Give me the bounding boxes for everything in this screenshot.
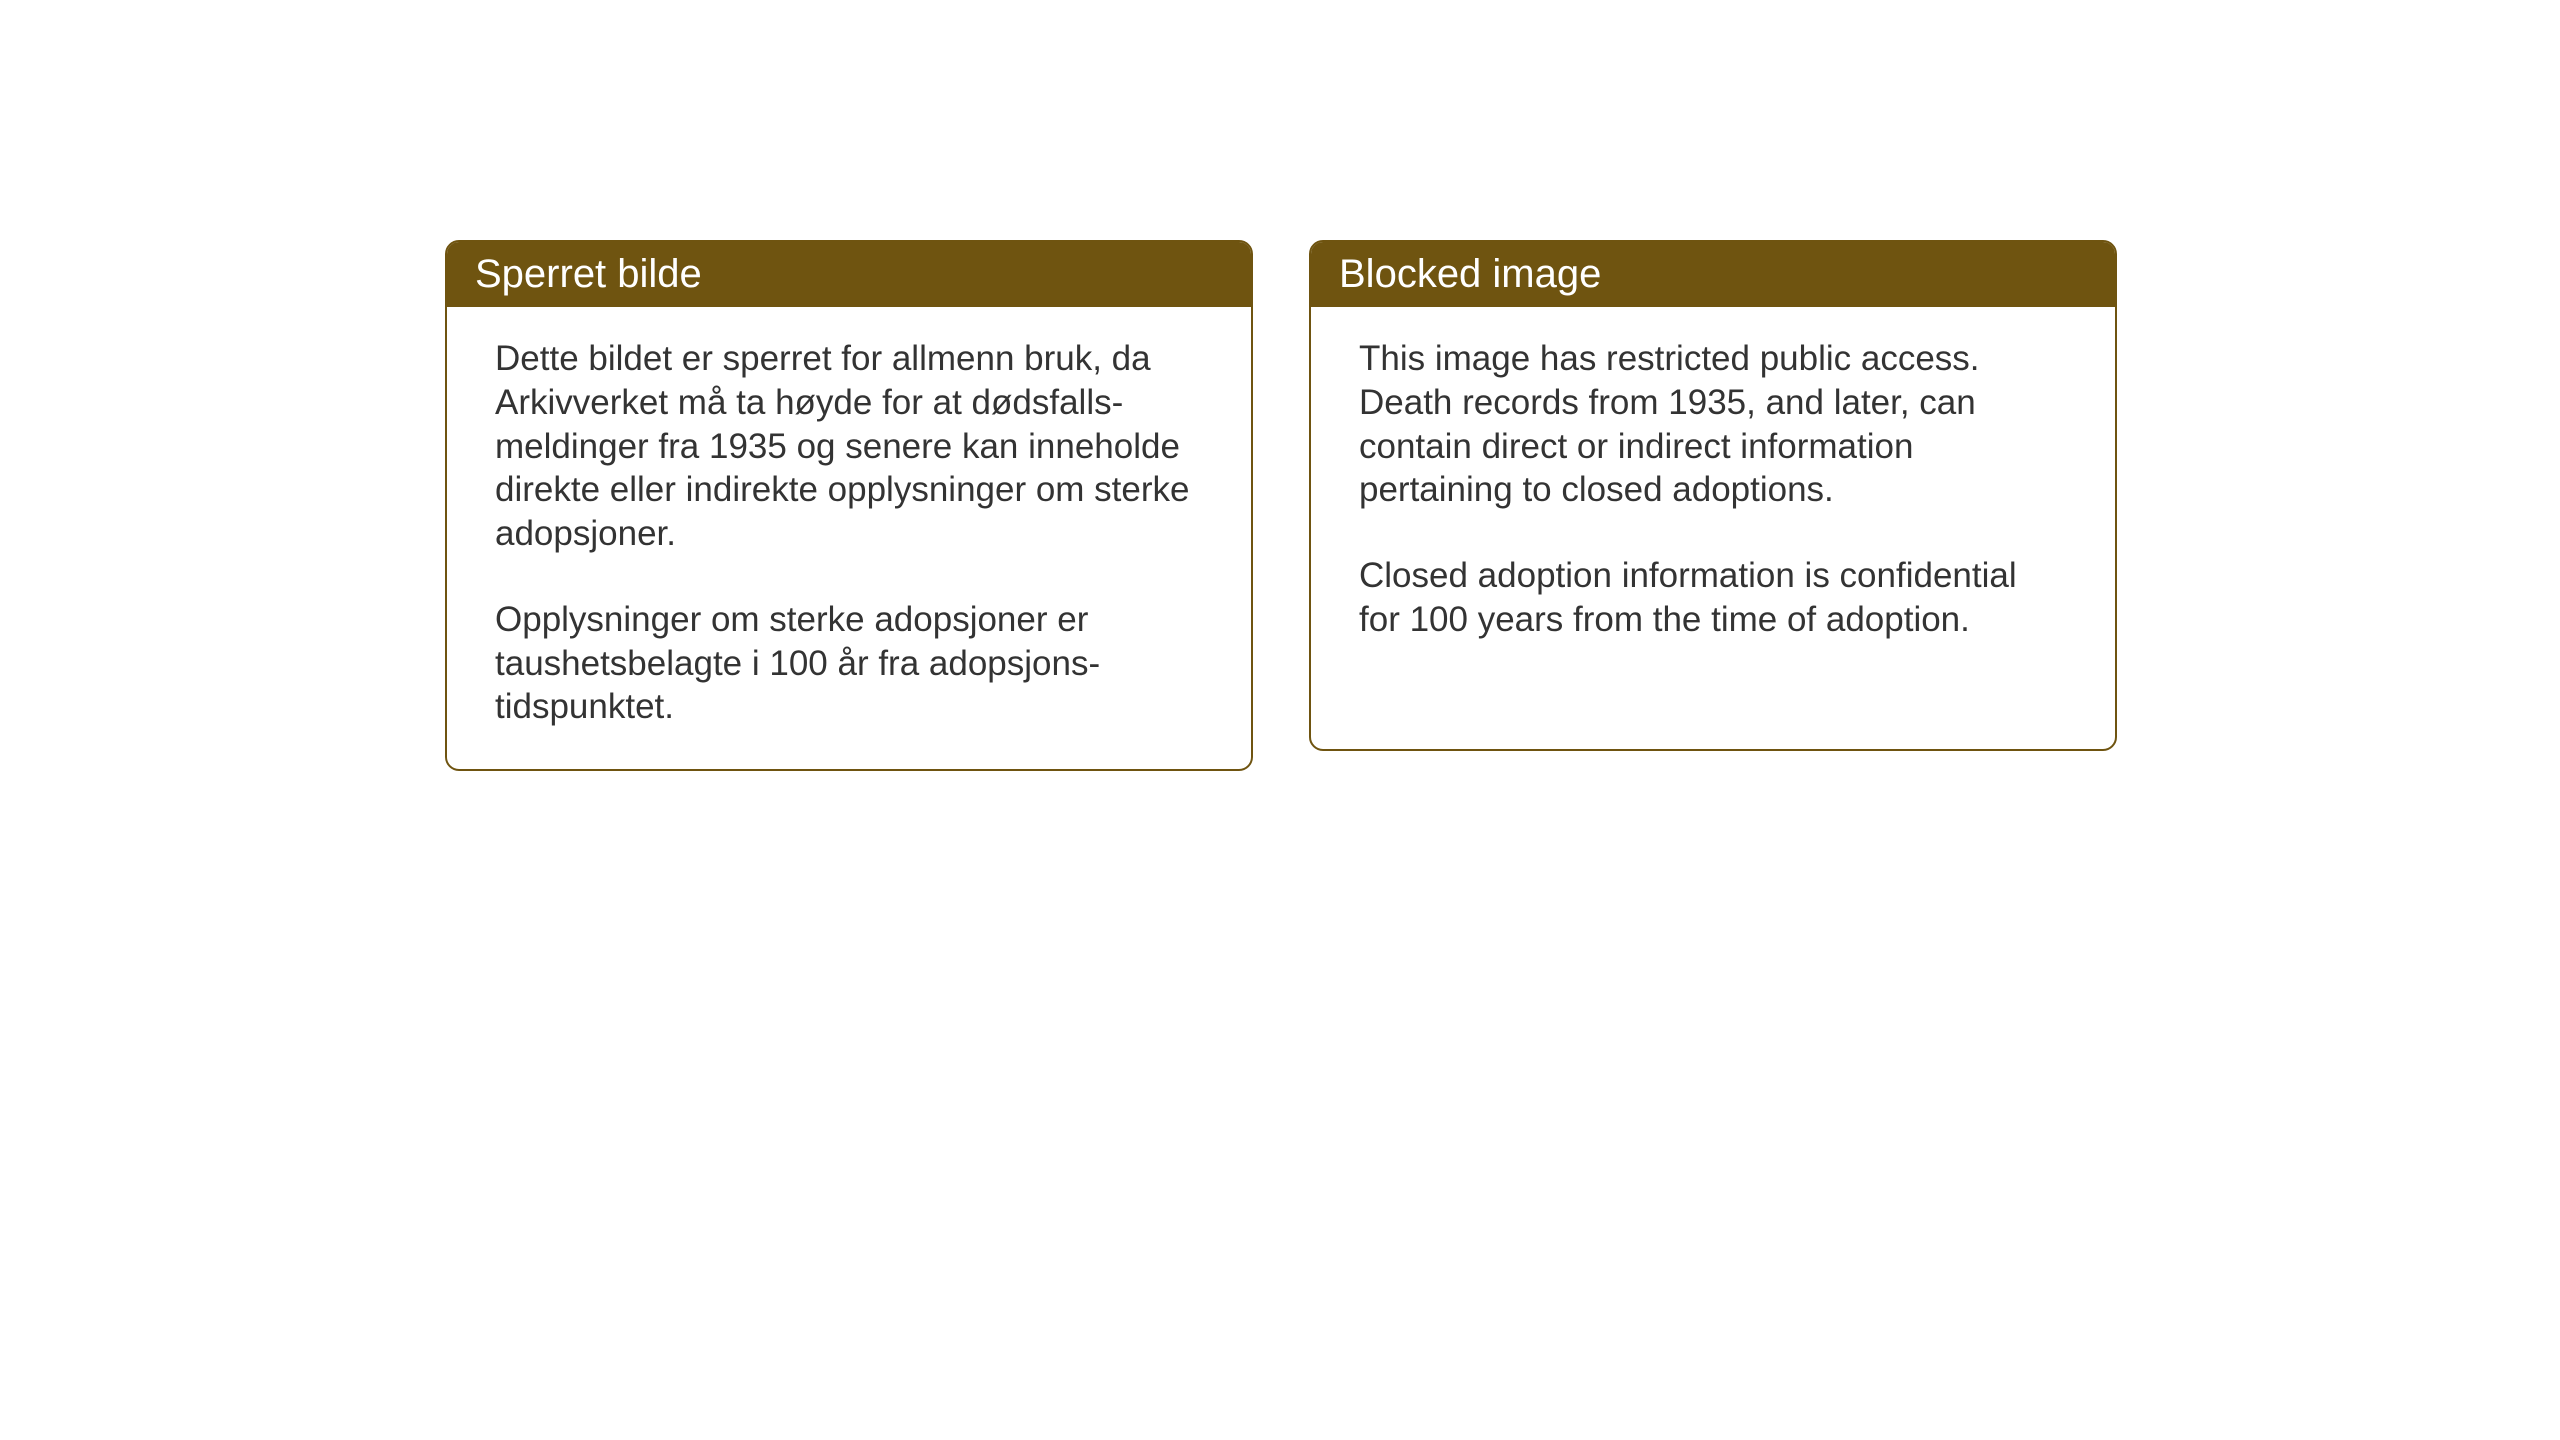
- card-paragraph-2-norwegian: Opplysninger om sterke adopsjoner er tau…: [495, 598, 1203, 729]
- notice-card-norwegian: Sperret bilde Dette bildet er sperret fo…: [445, 240, 1253, 771]
- card-title-norwegian: Sperret bilde: [475, 252, 702, 296]
- notice-cards-container: Sperret bilde Dette bildet er sperret fo…: [445, 240, 2117, 771]
- card-title-english: Blocked image: [1339, 252, 1601, 296]
- card-body-english: This image has restricted public access.…: [1311, 307, 2115, 682]
- card-paragraph-2-english: Closed adoption information is confident…: [1359, 554, 2067, 642]
- notice-card-english: Blocked image This image has restricted …: [1309, 240, 2117, 751]
- card-body-norwegian: Dette bildet er sperret for allmenn bruk…: [447, 307, 1251, 769]
- card-paragraph-1-english: This image has restricted public access.…: [1359, 337, 2067, 512]
- card-paragraph-1-norwegian: Dette bildet er sperret for allmenn bruk…: [495, 337, 1203, 556]
- card-header-norwegian: Sperret bilde: [447, 242, 1251, 307]
- card-header-english: Blocked image: [1311, 242, 2115, 307]
